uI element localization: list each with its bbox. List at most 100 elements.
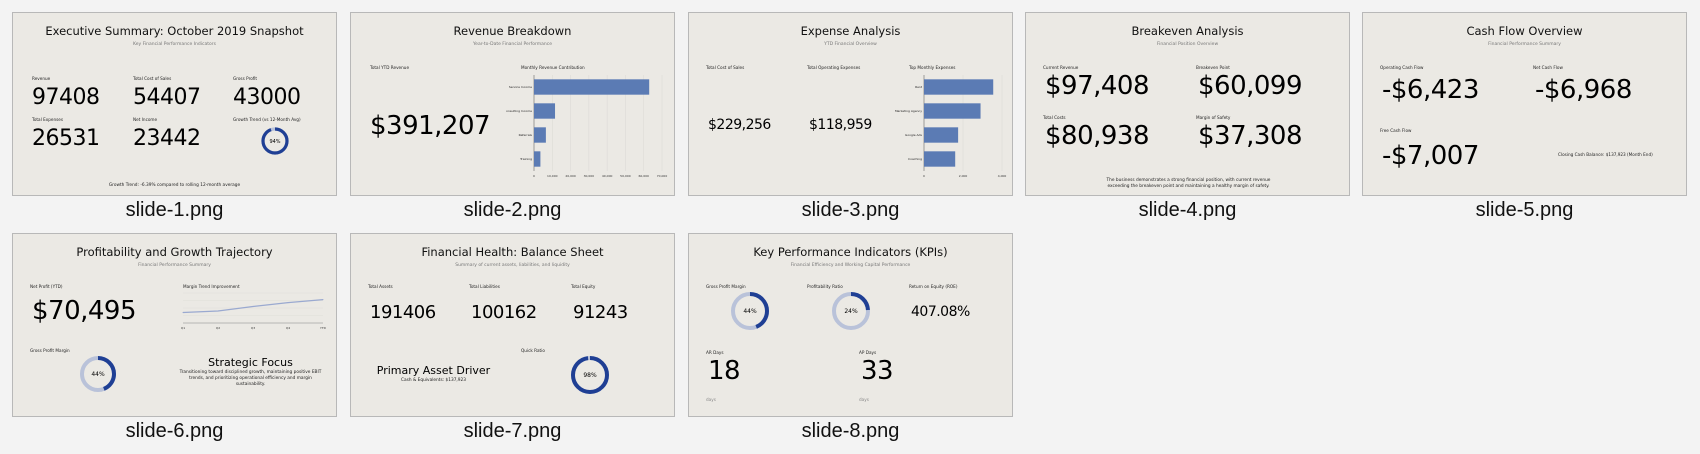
slide-filename: slide-3.png <box>801 199 900 221</box>
bar <box>534 103 556 119</box>
top-expenses-bar-chart: 0 2,000 4,000 Rent Marketing Agency Google Ad… <box>895 75 1006 178</box>
slide-filename: slide-2.png <box>463 199 562 221</box>
metric-label-total-equity: Total Equity <box>571 284 596 289</box>
slide-footer-note: Growth Trend: -6.39% compared to rolling… <box>108 183 241 188</box>
margin-trend-line-chart: Q1 Q2 Q3 Q4 YTD <box>181 292 327 330</box>
metric-label-ar-days: AR Days <box>706 350 724 355</box>
tick-label: 60,000 <box>638 174 649 178</box>
metric-label-cost-of-sales: Total Cost of Sales <box>133 76 172 81</box>
slide-subtitle: Financial Performance Summary <box>1488 42 1561 47</box>
metric-value-net-profit: $70,495 <box>32 296 137 326</box>
tick-label: 10,000 <box>547 174 558 178</box>
metric-value-operating-cash-flow: -$6,423 <box>1382 75 1479 105</box>
tick-label: 0 <box>533 174 535 178</box>
metric-label-net-profit: Net Profit (YTD) <box>30 284 63 289</box>
slide-7-thumbnail[interactable]: Financial Health: Balance Sheet Summary … <box>350 233 675 417</box>
gauge-value: 44% <box>91 371 105 378</box>
tick-label: 20,000 <box>565 174 576 178</box>
slide-6-thumbnail[interactable]: Profitability and Growth Trajectory Fina… <box>12 233 337 417</box>
slide-2-card[interactable]: Revenue Breakdown Year-to-Date Financial… <box>350 12 675 222</box>
tick-label: Q2 <box>216 326 220 330</box>
metric-label-gross-profit: Gross Profit <box>233 76 258 81</box>
metric-label-total-assets: Total Assets <box>368 284 393 289</box>
slide-8-card[interactable]: Key Performance Indicators (KPIs) Financ… <box>688 233 1013 443</box>
bar <box>924 79 994 95</box>
slide-8-thumbnail[interactable]: Key Performance Indicators (KPIs) Financ… <box>688 233 1013 417</box>
metric-value-total-costs: $80,938 <box>1045 121 1150 151</box>
tick-label: Q4 <box>286 326 290 330</box>
slide-footer-note: The business demonstrates a strong finan… <box>1106 178 1271 189</box>
category-label: Coaching <box>908 157 922 161</box>
profitability-ratio-donut: 24% <box>832 292 870 330</box>
bar <box>924 103 981 119</box>
slide-title: Revenue Breakdown <box>453 24 572 38</box>
metric-label-total-cost-of-sales: Total Cost of Sales <box>706 65 745 70</box>
slide-6-card[interactable]: Profitability and Growth Trajectory Fina… <box>12 233 337 443</box>
bar <box>924 127 959 143</box>
metric-value-total-assets: 191406 <box>370 302 436 323</box>
metric-label-breakeven-point: Breakeven Point <box>1196 65 1230 70</box>
slide-subtitle: Financial Position Overview <box>1156 42 1219 47</box>
slide-3-thumbnail[interactable]: Expense Analysis YTD Financial Overview … <box>688 12 1013 196</box>
primary-asset-driver-text: Cash & Equivalents: $137,923 <box>400 378 466 383</box>
tick-label: Q3 <box>251 326 255 330</box>
primary-asset-driver-title: Primary Asset Driver <box>376 364 491 377</box>
metric-unit-ap-days: days <box>859 397 869 402</box>
metric-value-net-income: 23442 <box>133 126 201 151</box>
slide-filename: slide-7.png <box>463 420 562 442</box>
gauge-value: 94% <box>269 139 280 145</box>
bar <box>534 79 650 95</box>
data-point <box>182 312 184 313</box>
slide-filename: slide-4.png <box>1138 199 1237 221</box>
slide-subtitle: Financial Performance Summary <box>138 263 211 268</box>
metric-label-margin-of-safety: Margin of Safety <box>1196 115 1231 120</box>
tick-label: 70,000 <box>657 174 668 178</box>
slide-5-card[interactable]: Cash Flow Overview Financial Performance… <box>1362 12 1687 222</box>
slide-5-thumbnail[interactable]: Cash Flow Overview Financial Performance… <box>1362 12 1687 196</box>
bar <box>924 151 956 167</box>
metric-label-operating-cash-flow: Operating Cash Flow <box>1380 65 1424 70</box>
category-label: Training <box>519 157 532 161</box>
gauge-value: 98% <box>583 372 597 379</box>
slide-title: Profitability and Growth Trajectory <box>76 245 273 259</box>
metric-label-ap-days: AP Days <box>859 350 877 355</box>
slide-2-thumbnail[interactable]: Revenue Breakdown Year-to-Date Financial… <box>350 12 675 196</box>
data-point <box>322 299 324 301</box>
tick-label: 50,000 <box>620 174 631 178</box>
metric-value-roe: 407.08% <box>911 304 970 320</box>
metric-label-net-cash-flow: Net Cash Flow <box>1533 65 1563 70</box>
slide-3-card[interactable]: Expense Analysis YTD Financial Overview … <box>688 12 1013 222</box>
slide-7-card[interactable]: Financial Health: Balance Sheet Summary … <box>350 233 675 443</box>
metric-value-total-equity: 91243 <box>573 302 628 323</box>
growth-trend-donut: 94% <box>261 127 289 155</box>
slide-1-thumbnail[interactable]: Executive Summary: October 2019 Snapshot… <box>12 12 337 196</box>
metric-value-cost-of-sales: 54407 <box>133 85 201 110</box>
gauge-label-quick-ratio: Quick Ratio <box>521 348 545 353</box>
metric-value-total-operating-expenses: $118,959 <box>809 117 872 133</box>
slide-subtitle: YTD Financial Overview <box>824 42 877 47</box>
gauge-label-profitability-ratio: Profitability Ratio <box>807 284 843 289</box>
metric-value-total-revenue: $391,207 <box>370 111 491 141</box>
chart-title: Top Monthly Expenses <box>909 65 956 70</box>
slide-1-card[interactable]: Executive Summary: October 2019 Snapshot… <box>12 12 337 222</box>
category-label: Rent <box>915 85 923 89</box>
metric-value-current-revenue: $97,408 <box>1045 71 1150 101</box>
tick-label: 2,000 <box>959 174 968 178</box>
metric-value-revenue: 97408 <box>32 85 100 110</box>
metric-label-total-expenses: Total Expenses <box>32 117 64 122</box>
slide-4-thumbnail[interactable]: Breakeven Analysis Financial Position Ov… <box>1025 12 1350 196</box>
chart-title: Margin Trend Improvement <box>183 284 240 289</box>
slide-subtitle: Summary of current assets, liabilities, … <box>455 263 570 268</box>
category-label: Consulting Income <box>506 109 532 113</box>
metric-label-current-revenue: Current Revenue <box>1043 65 1079 70</box>
slide-4-card[interactable]: Breakeven Analysis Financial Position Ov… <box>1025 12 1350 222</box>
strategic-focus-text: Transitioning toward disciplined growth,… <box>179 370 322 387</box>
closing-cash-balance-note: Closing Cash Balance: $137,923 (Month En… <box>1558 152 1653 157</box>
metric-label-total-costs: Total Costs <box>1043 115 1066 120</box>
metric-unit-ar-days: days <box>706 397 716 402</box>
metric-label-total-liabilities: Total Liabilities <box>469 284 500 289</box>
metric-label-total-operating-expenses: Total Operating Expenses <box>807 65 861 70</box>
slide-subtitle: Key Financial Performance Indicators <box>133 42 216 47</box>
revenue-contribution-bar-chart: 0 10,000 20,000 30,000 40,000 50,000 60,000 70,… <box>506 75 668 178</box>
slide-subtitle: Year-to-Date Financial Performance <box>473 42 552 47</box>
